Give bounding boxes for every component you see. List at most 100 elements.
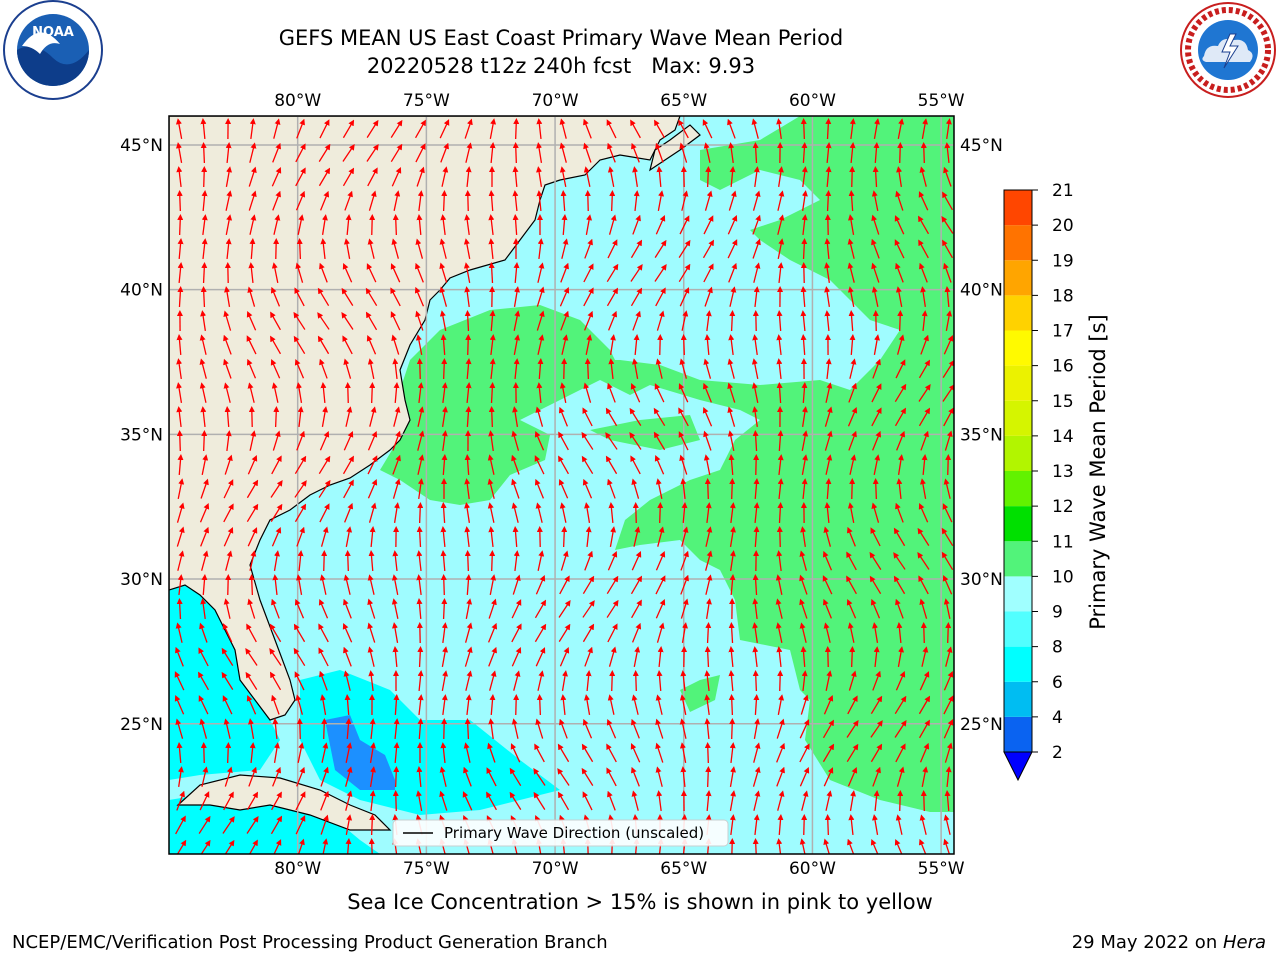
- direction-arrow: [727, 430, 735, 451]
- direction-arrow: [488, 526, 495, 548]
- direction-arrow: [753, 286, 760, 308]
- direction-arrow: [775, 598, 783, 619]
- direction-arrow: [200, 286, 207, 308]
- direction-arrow: [729, 310, 736, 332]
- direction-arrow: [270, 503, 283, 522]
- lon-tick-label: 60°W: [789, 859, 836, 879]
- direction-arrow: [799, 743, 810, 763]
- direction-arrow: [607, 239, 618, 259]
- direction-arrow: [870, 527, 881, 547]
- direction-arrow: [561, 334, 569, 355]
- direction-arrow: [943, 719, 954, 739]
- direction-arrow: [679, 454, 688, 475]
- direction-arrow: [608, 502, 615, 524]
- direction-arrow: [941, 527, 954, 547]
- direction-arrow: [414, 119, 426, 139]
- direction-arrow: [632, 310, 641, 331]
- direction-arrow: [606, 767, 617, 787]
- direction-arrow: [752, 430, 759, 452]
- direction-arrow: [824, 814, 831, 836]
- direction-arrow: [296, 382, 303, 403]
- direction-arrow: [943, 407, 954, 427]
- direction-arrow: [607, 790, 616, 811]
- direction-arrow: [560, 310, 569, 331]
- direction-arrow: [655, 215, 666, 235]
- direction-arrow: [343, 431, 354, 451]
- direction-arrow: [848, 430, 857, 451]
- direction-arrow: [441, 670, 449, 691]
- direction-arrow: [777, 430, 784, 452]
- direction-arrow: [487, 742, 496, 763]
- direction-arrow: [849, 790, 856, 811]
- direction-arrow: [175, 646, 184, 667]
- direction-arrow: [415, 143, 426, 163]
- direction-arrow: [680, 478, 687, 500]
- direction-arrow: [533, 791, 546, 810]
- direction-arrow: [776, 358, 783, 380]
- direction-arrow: [655, 694, 663, 715]
- direction-arrow: [511, 599, 522, 619]
- direction-arrow: [800, 118, 807, 140]
- direction-arrow: [201, 190, 208, 212]
- direction-arrow: [296, 718, 303, 740]
- direction-arrow: [751, 118, 759, 139]
- direction-arrow: [391, 238, 399, 259]
- direction-arrow: [825, 790, 833, 811]
- direction-arrow: [536, 118, 543, 140]
- direction-arrow: [776, 766, 785, 787]
- direction-arrow: [225, 166, 233, 187]
- direction-arrow: [537, 358, 544, 380]
- direction-arrow: [176, 142, 183, 163]
- direction-arrow: [393, 742, 400, 764]
- direction-arrow: [367, 455, 378, 475]
- direction-arrow: [942, 359, 954, 378]
- direction-arrow: [751, 382, 759, 403]
- direction-arrow: [489, 694, 496, 716]
- direction-arrow: [513, 118, 520, 140]
- direction-arrow: [393, 406, 401, 427]
- direction-arrow: [177, 574, 184, 596]
- direction-arrow: [945, 310, 953, 331]
- direction-arrow: [896, 430, 906, 451]
- lon-tick-label: 80°W: [274, 859, 321, 879]
- direction-arrow: [825, 118, 832, 140]
- direction-arrow: [631, 599, 642, 619]
- direction-arrow: [201, 574, 208, 596]
- direction-arrow: [704, 670, 711, 692]
- direction-arrow: [441, 598, 448, 620]
- direction-arrow: [824, 286, 831, 307]
- direction-arrow: [944, 286, 951, 308]
- direction-arrow: [894, 215, 905, 235]
- direction-arrow: [321, 718, 328, 740]
- direction-arrow: [728, 454, 735, 476]
- direction-arrow: [681, 502, 688, 524]
- direction-arrow: [942, 384, 954, 402]
- direction-arrow: [295, 262, 304, 283]
- direction-arrow: [417, 382, 424, 404]
- direction-arrow: [509, 767, 522, 787]
- direction-arrow: [487, 502, 495, 523]
- direction-arrow: [534, 430, 545, 451]
- direction-arrow: [847, 406, 858, 427]
- direction-arrow: [511, 647, 522, 667]
- colorbar-swatch: [1004, 471, 1032, 507]
- direction-arrow: [631, 358, 639, 379]
- direction-arrow: [605, 455, 618, 475]
- direction-arrow: [248, 718, 255, 739]
- direction-arrow: [536, 190, 543, 212]
- direction-arrow: [607, 142, 616, 163]
- direction-arrow: [609, 190, 616, 212]
- sea-ice-note: Sea Ice Concentration > 15% is shown in …: [347, 890, 933, 914]
- direction-arrow: [896, 766, 905, 787]
- direction-arrow: [729, 766, 736, 787]
- direction-arrow: [801, 670, 808, 692]
- direction-arrow: [367, 598, 376, 619]
- colorbar-swatch: [1004, 541, 1032, 577]
- direction-arrow: [823, 694, 834, 715]
- direction-arrow: [559, 286, 570, 307]
- direction-arrow: [320, 814, 329, 835]
- direction-arrow: [847, 286, 855, 307]
- direction-arrow: [272, 190, 281, 211]
- direction-arrow: [537, 238, 544, 260]
- direction-arrow: [270, 311, 281, 331]
